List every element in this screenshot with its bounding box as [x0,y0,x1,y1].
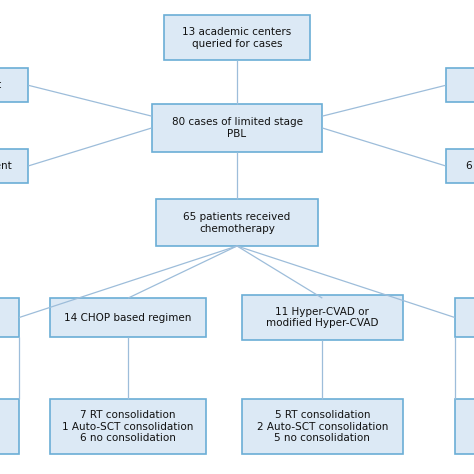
FancyBboxPatch shape [446,68,474,102]
FancyBboxPatch shape [0,298,19,337]
FancyBboxPatch shape [242,399,403,454]
Text: atment: atment [0,161,12,171]
Text: 14 CHOP based regimen: 14 CHOP based regimen [64,312,191,323]
FancyBboxPatch shape [0,149,28,183]
Text: 6 Surg: 6 Surg [466,161,474,171]
FancyBboxPatch shape [446,149,474,183]
Text: 7 RT consolidation
1 Auto-SCT consolidation
6 no consolidation: 7 RT consolidation 1 Auto-SCT consolidat… [62,410,194,443]
FancyBboxPatch shape [0,68,28,102]
FancyBboxPatch shape [152,104,322,152]
Text: 80 cases of limited stage
PBL: 80 cases of limited stage PBL [172,117,302,139]
Text: 13 academic centers
queried for cases: 13 academic centers queried for cases [182,27,292,49]
FancyBboxPatch shape [455,298,474,337]
Text: 65 patients received
chemotherapy: 65 patients received chemotherapy [183,212,291,234]
FancyBboxPatch shape [156,199,318,246]
FancyBboxPatch shape [164,15,310,61]
FancyBboxPatch shape [0,399,19,454]
FancyBboxPatch shape [50,298,206,337]
Text: ment: ment [0,80,1,91]
Text: 5 RT consolidation
2 Auto-SCT consolidation
5 no consolidation: 5 RT consolidation 2 Auto-SCT consolidat… [256,410,388,443]
Text: 11 Hyper-CVAD or
modified Hyper-CVAD: 11 Hyper-CVAD or modified Hyper-CVAD [266,307,379,328]
FancyBboxPatch shape [50,399,206,454]
FancyBboxPatch shape [242,295,403,340]
FancyBboxPatch shape [455,399,474,454]
